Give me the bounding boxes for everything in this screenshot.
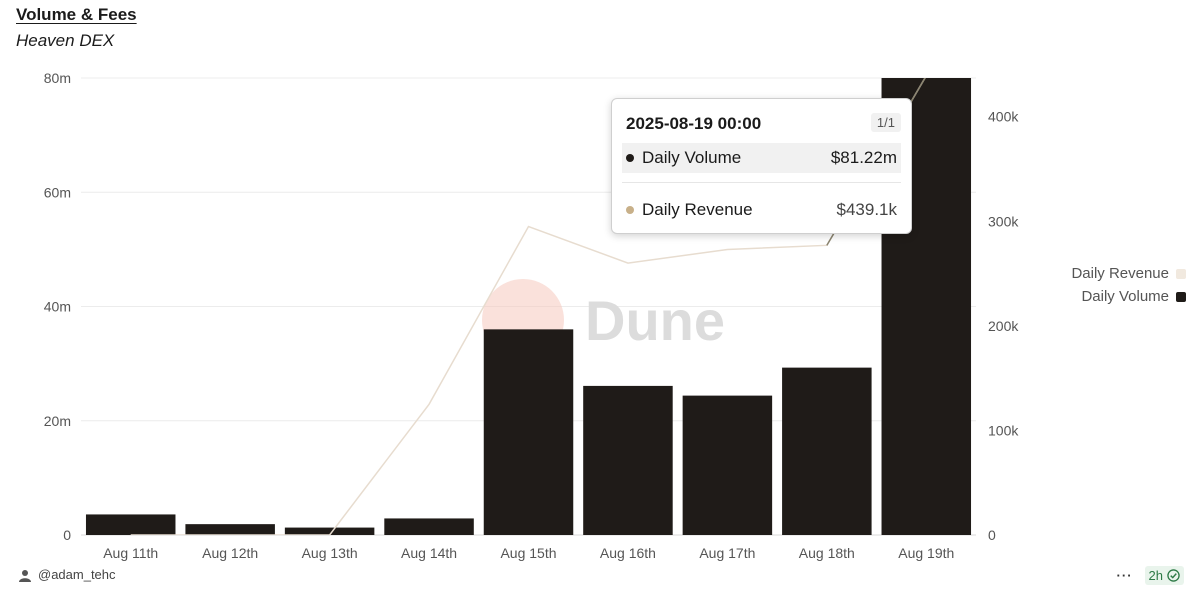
chart-title: Volume & Fees <box>16 5 137 24</box>
tooltip-label: Daily Volume <box>642 148 742 167</box>
legend-swatch-icon <box>1176 268 1186 279</box>
author-name: @adam_tehc <box>38 567 116 582</box>
volume-bar <box>85 514 176 535</box>
legend-swatch-icon <box>1176 291 1186 302</box>
volume-bar <box>284 527 375 535</box>
refresh-age-badge[interactable]: 2h <box>1144 566 1184 585</box>
legend-label: Daily Revenue <box>1071 265 1169 282</box>
legend-label: Daily Volume <box>1081 288 1169 305</box>
author-link[interactable]: @adam_tehc <box>18 567 116 582</box>
chart-legend: Daily Revenue Daily Volume <box>1071 262 1186 308</box>
watermark-text: Dune <box>585 289 725 352</box>
footer-status: ··· 2h <box>1117 566 1184 585</box>
tooltip-value: $439.1k <box>836 200 898 219</box>
volume-bar <box>185 524 275 535</box>
volume-bar <box>483 329 574 535</box>
volume-dot-icon <box>626 154 634 162</box>
left-tick-label: 20m <box>44 413 71 429</box>
volume-bar <box>583 385 673 535</box>
revenue-line-path <box>130 78 926 535</box>
tooltip-value: $81.22m <box>830 148 897 167</box>
x-tick-label: Aug 19th <box>898 545 954 561</box>
chart-subtitle: Heaven DEX <box>16 31 115 50</box>
right-tick-label: 100k <box>988 422 1019 438</box>
left-axis-ticks: 0 20m 40m 60m 80m <box>44 70 71 543</box>
legend-item-daily-revenue[interactable]: Daily Revenue <box>1071 262 1186 285</box>
volume-bar <box>682 395 773 535</box>
x-axis-ticks: Aug 11th Aug 12th Aug 13th Aug 14th Aug 15th… <box>103 545 954 561</box>
right-tick-label: 200k <box>988 318 1019 334</box>
age-text: 2h <box>1148 568 1163 583</box>
x-tick-label: Aug 12th <box>202 545 258 561</box>
tooltip-row-volume: Daily Volume $81.22m <box>622 143 901 173</box>
avatar-icon <box>19 569 31 582</box>
x-tick-label: Aug 11th <box>103 545 158 561</box>
tooltip-row-revenue: Daily Revenue $439.1k <box>622 195 901 225</box>
x-tick-label: Aug 13th <box>302 545 358 561</box>
more-options-icon[interactable]: ··· <box>1116 568 1133 583</box>
tooltip-page-indicator: 1/1 <box>870 113 901 132</box>
right-axis-ticks: 0 100k 200k 300k 400k <box>988 109 1019 543</box>
x-tick-label: Aug 14th <box>401 545 457 561</box>
x-tick-label: Aug 15th <box>500 545 556 561</box>
right-tick-label: 400k <box>988 109 1019 125</box>
x-tick-label: Aug 18th <box>799 545 855 561</box>
left-tick-label: 60m <box>44 184 71 200</box>
tooltip-label: Daily Revenue <box>642 200 753 219</box>
volume-bars <box>85 78 972 535</box>
left-tick-label: 40m <box>44 299 71 315</box>
hover-tooltip: 2025-08-19 00:00 1/1 Daily Volume $81.22… <box>611 98 912 234</box>
legend-item-daily-volume[interactable]: Daily Volume <box>1071 285 1186 308</box>
volume-bar <box>384 518 474 535</box>
tooltip-date: 2025-08-19 00:00 <box>626 114 762 133</box>
tooltip-divider <box>622 182 901 183</box>
volume-bar <box>782 367 872 535</box>
right-tick-label: 300k <box>988 213 1019 229</box>
x-tick-label: Aug 16th <box>600 545 656 561</box>
revenue-dot-icon <box>626 206 634 214</box>
check-circle-icon <box>1167 569 1180 582</box>
left-tick-label: 80m <box>44 70 71 86</box>
right-tick-label: 0 <box>988 527 996 543</box>
left-tick-label: 0 <box>63 527 71 543</box>
x-tick-label: Aug 17th <box>699 545 755 561</box>
